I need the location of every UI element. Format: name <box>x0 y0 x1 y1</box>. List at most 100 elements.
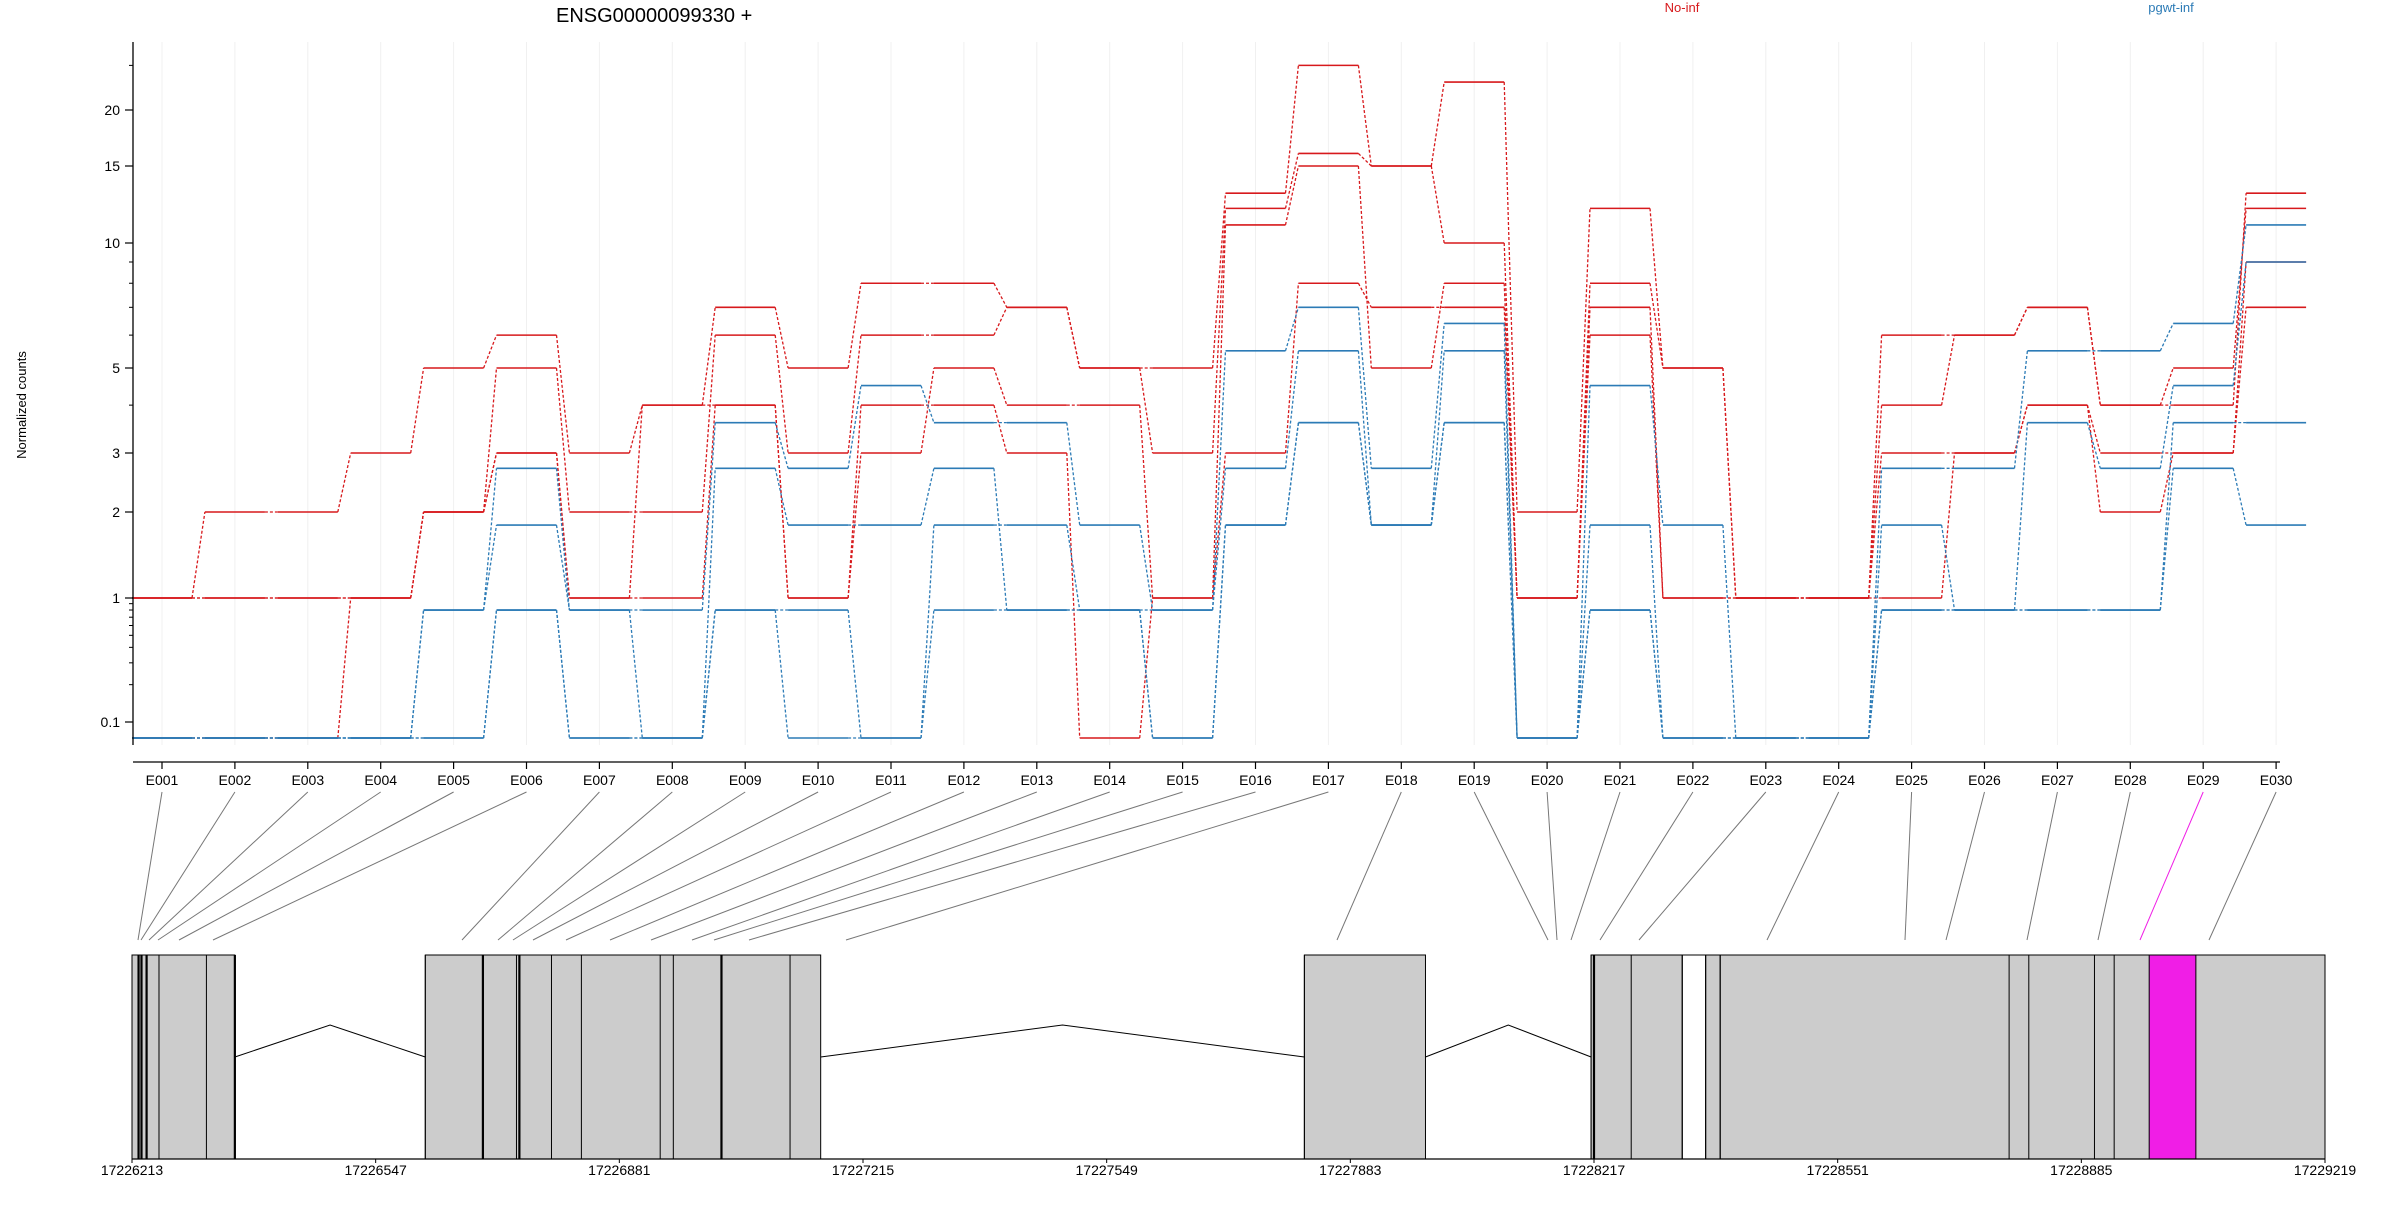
exon-block <box>1705 954 1721 1160</box>
x-tick-label-e023: E023 <box>1749 772 1782 788</box>
connector-e002 <box>140 791 236 941</box>
legend-label-pgwt-inf: pgwt-inf <box>2148 0 2194 15</box>
x-tick-label-e029: E029 <box>2187 772 2220 788</box>
y-tick-label: 10 <box>104 235 120 251</box>
exon-block <box>1303 954 1426 1160</box>
connector-e008 <box>497 791 673 941</box>
y-tick-label: 3 <box>112 445 120 461</box>
x-tick-label-e028: E028 <box>2114 772 2147 788</box>
genomic-tick-label: 17227215 <box>832 1162 895 1178</box>
connector-e001 <box>137 791 163 941</box>
connector-e012 <box>609 791 965 941</box>
series-no-inf-4 <box>132 282 2307 739</box>
connector-e029 <box>2139 791 2204 941</box>
series-pgwt-inf-6 <box>132 261 2307 739</box>
series-group <box>132 64 2307 739</box>
x-tick-label-e024: E024 <box>1822 772 1855 788</box>
connector-e009 <box>512 791 746 941</box>
x-tick-label-e006: E006 <box>510 772 543 788</box>
connector-e014 <box>691 791 1110 941</box>
connector-e020 <box>1546 791 1558 941</box>
x-tick-label-e015: E015 <box>1166 772 1199 788</box>
gene-model: 17226213 17226547 17226881 17227215 17227549… <box>101 954 2356 1178</box>
x-tick-label-e019: E019 <box>1458 772 1491 788</box>
x-tick-label-e016: E016 <box>1239 772 1272 788</box>
intron-line <box>234 1024 426 1058</box>
connector-e028 <box>2097 791 2131 941</box>
exon-connectors <box>137 791 2277 941</box>
x-tick-label-e014: E014 <box>1093 772 1126 788</box>
exon-block <box>1590 954 1683 1160</box>
connector-e018 <box>1336 791 1402 941</box>
connector-e006 <box>212 791 527 941</box>
x-tick-label-e018: E018 <box>1385 772 1418 788</box>
genomic-tick-label: 17228217 <box>1563 1162 1626 1178</box>
x-tick-label-e004: E004 <box>364 772 397 788</box>
connector-e026 <box>1945 791 1985 941</box>
axes-group: 0.1 1 2 3 5 10 15 20 E001 E002 E003 E004 E005 E006 E00… <box>101 42 2293 788</box>
connector-e025 <box>1904 791 1913 941</box>
exon-block <box>131 954 236 1160</box>
y-axis-label: Normalized counts <box>14 351 29 459</box>
genomic-tick-label: 17228551 <box>1807 1162 1870 1178</box>
x-tick-label-e013: E013 <box>1020 772 1053 788</box>
x-tick-label-e009: E009 <box>729 772 762 788</box>
chart-title: ENSG00000099330 + <box>556 5 752 27</box>
connector-e021 <box>1570 791 1621 941</box>
x-tick-label-e005: E005 <box>437 772 470 788</box>
x-tick-label-e011: E011 <box>875 772 907 788</box>
connector-e013 <box>650 791 1037 941</box>
y-tick-label: 2 <box>112 504 120 520</box>
connector-e019 <box>1473 791 1549 941</box>
exon-block <box>1719 954 2326 1160</box>
exon-block-empty <box>1681 954 1707 1160</box>
legend-label-no-inf: No-inf <box>1665 0 1700 15</box>
x-tick-label-e012: E012 <box>948 772 981 788</box>
exon-block <box>424 954 822 1160</box>
genomic-tick-label: 17228885 <box>2050 1162 2113 1178</box>
connector-e015 <box>713 791 1183 941</box>
connector-e010 <box>532 791 819 941</box>
y-tick-label: 1 <box>112 590 120 606</box>
x-tick-label-e017: E017 <box>1312 772 1345 788</box>
connector-e017 <box>845 791 1329 941</box>
connector-e027 <box>2026 791 2058 941</box>
vertical-grid <box>161 42 2277 745</box>
x-tick-label-e002: E002 <box>219 772 252 788</box>
connector-e004 <box>157 791 381 941</box>
connector-e005 <box>178 791 454 941</box>
x-tick-label-e027: E027 <box>2041 772 2074 788</box>
series-pgwt-inf-8 <box>132 421 2307 739</box>
y-tick-label: 5 <box>112 360 120 376</box>
x-tick-label-e003: E003 <box>291 772 324 788</box>
series-pgwt-inf-5 <box>132 224 2307 739</box>
x-tick-label-e022: E022 <box>1677 772 1710 788</box>
x-tick-label-e010: E010 <box>802 772 835 788</box>
x-tick-label-e030: E030 <box>2260 772 2293 788</box>
connector-e007 <box>461 791 600 941</box>
x-tick-label-e021: E021 <box>1604 772 1637 788</box>
connector-e023 <box>1638 791 1767 941</box>
genomic-tick-label: 17227883 <box>1319 1162 1382 1178</box>
connector-e011 <box>565 791 892 941</box>
x-tick-label-e008: E008 <box>656 772 689 788</box>
genomic-tick-label: 17227549 <box>1076 1162 1139 1178</box>
genomic-tick-label: 17226213 <box>101 1162 164 1178</box>
series-line <box>192 261 2247 739</box>
highlighted-exon <box>2148 954 2197 1160</box>
series-line <box>192 224 2247 739</box>
intron-line <box>820 1024 1305 1058</box>
series-line <box>192 282 2247 739</box>
connector-e030 <box>2208 791 2277 941</box>
connector-e024 <box>1766 791 1840 941</box>
series-line <box>192 422 2247 739</box>
x-tick-label-e025: E025 <box>1895 772 1928 788</box>
y-tick-label: 20 <box>104 102 120 118</box>
x-tick-label-e020: E020 <box>1531 772 1564 788</box>
connector-e022 <box>1599 791 1694 941</box>
genomic-tick-label: 17226547 <box>345 1162 408 1178</box>
connector-e016 <box>748 791 1256 941</box>
y-tick-label: 0.1 <box>101 714 121 730</box>
